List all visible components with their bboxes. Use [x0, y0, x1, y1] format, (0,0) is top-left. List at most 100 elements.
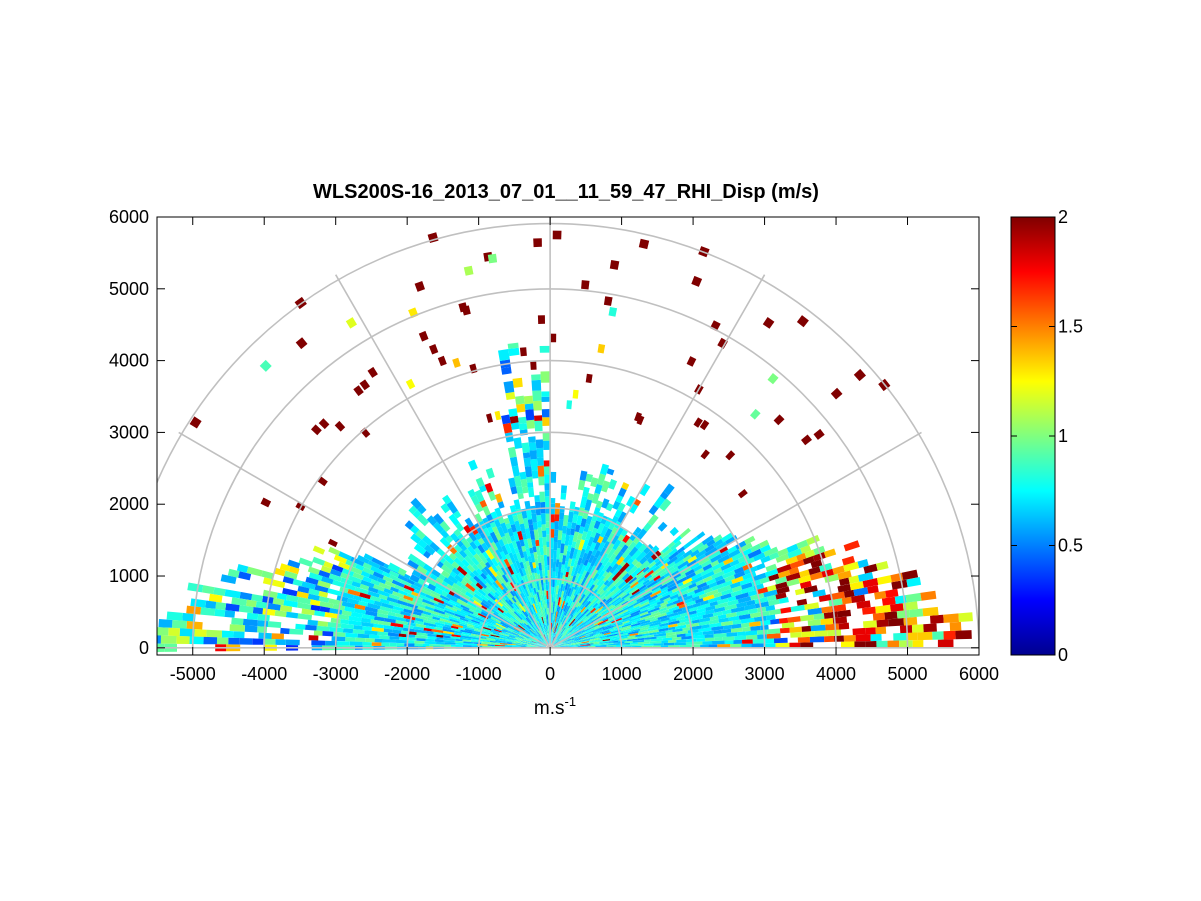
radar-cell: [367, 366, 378, 378]
radar-cell: [579, 620, 588, 628]
radar-cell: [550, 548, 554, 559]
radar-cell: [444, 624, 452, 628]
radar-cell: [569, 641, 580, 644]
radar-cell: [508, 644, 519, 647]
radar-cell: [557, 597, 561, 606]
radar-cell: [666, 555, 678, 566]
radar-cell: [799, 580, 812, 589]
radar-cell: [553, 628, 558, 637]
radar-cell: [585, 606, 594, 616]
radar-cell: [638, 584, 647, 591]
radar-cell: [466, 603, 477, 612]
radar-cell: [561, 600, 566, 609]
radar-cell: [524, 527, 531, 539]
radar-cell: [632, 643, 644, 647]
radar-cell: [634, 412, 642, 422]
radar-cell: [457, 533, 466, 542]
radar-cell: [460, 583, 467, 590]
radar-cell: [571, 628, 580, 635]
radar-cell: [649, 621, 662, 627]
radar-cell: [628, 503, 639, 514]
radar-cell: [512, 643, 523, 646]
radar-cell: [745, 630, 758, 636]
radar-cell: [344, 583, 356, 591]
radar-cell: [692, 634, 705, 639]
radar-cell: [790, 632, 802, 638]
radar-cell: [592, 572, 600, 582]
radar-cell: [467, 459, 478, 471]
radar-cell: [742, 571, 757, 581]
radar-cell: [466, 625, 478, 630]
radar-cell: [711, 583, 724, 591]
radar-cell: [489, 590, 496, 597]
radar-cell: [854, 641, 866, 648]
radar-cell: [603, 540, 611, 550]
radar-cell: [460, 604, 470, 611]
radar-cell: [528, 561, 535, 573]
radar-cell: [741, 643, 752, 648]
radar-cell: [547, 636, 550, 644]
radar-cell: [592, 614, 602, 621]
radar-cell: [533, 238, 542, 248]
radar-cell: [559, 603, 563, 612]
radar-cell: [429, 541, 440, 552]
radar-cell: [654, 612, 667, 619]
radar-cell: [602, 617, 609, 622]
radar-cell: [720, 550, 730, 558]
radar-cell: [521, 610, 528, 618]
radar-cell: [684, 568, 695, 577]
radar-cell: [489, 531, 499, 544]
radar-cell: [471, 632, 481, 636]
radar-cell: [543, 633, 549, 644]
radar-cell: [455, 642, 467, 646]
radar-cell: [669, 614, 681, 620]
radar-cell: [541, 564, 545, 571]
radar-cell: [591, 548, 598, 557]
radar-cell: [666, 632, 676, 636]
radar-cell: [572, 389, 579, 399]
radar-cell: [590, 607, 600, 615]
radar-cell: [194, 629, 207, 637]
radar-cell: [533, 624, 538, 630]
radar-cell: [722, 570, 736, 579]
radar-cell: [296, 591, 309, 599]
radar-cell: [599, 463, 610, 476]
radar-cell: [482, 626, 492, 631]
radar-cell: [242, 618, 258, 627]
radar-cell: [529, 643, 539, 646]
radar-cell: [891, 579, 908, 590]
radar-cell: [536, 631, 541, 637]
radar-cell: [601, 480, 611, 493]
radar-cell: [531, 644, 539, 646]
radar-cell: [505, 631, 517, 637]
radar-cell: [538, 643, 547, 647]
radar-cell: [285, 639, 300, 646]
radar-cell: [460, 588, 467, 595]
radar-cell: [730, 643, 742, 648]
radar-cell: [694, 641, 703, 645]
radar-cell: [604, 590, 612, 598]
radar-cell: [594, 483, 603, 495]
radar-cell: [567, 598, 572, 607]
radar-cell: [502, 611, 512, 619]
radar-cell: [551, 638, 553, 644]
radar-cell: [567, 627, 573, 632]
x-tick-label: -4000: [241, 664, 287, 684]
radar-cell: [581, 531, 588, 541]
radar-cell: [464, 617, 472, 621]
radar-cell: [327, 538, 338, 548]
radar-cell: [384, 580, 396, 588]
radar-cell: [606, 532, 616, 543]
radar-cell: [224, 589, 241, 599]
radar-cell: [618, 487, 627, 498]
radar-cell: [591, 492, 600, 505]
radar-cell: [518, 423, 528, 431]
radar-cell: [609, 635, 617, 638]
radar-cell: [536, 520, 542, 528]
radar-cell: [552, 571, 556, 579]
radar-cell: [585, 636, 594, 640]
radar-cell: [677, 564, 689, 573]
radar-cell: [585, 515, 593, 525]
radar-cell: [345, 637, 356, 642]
